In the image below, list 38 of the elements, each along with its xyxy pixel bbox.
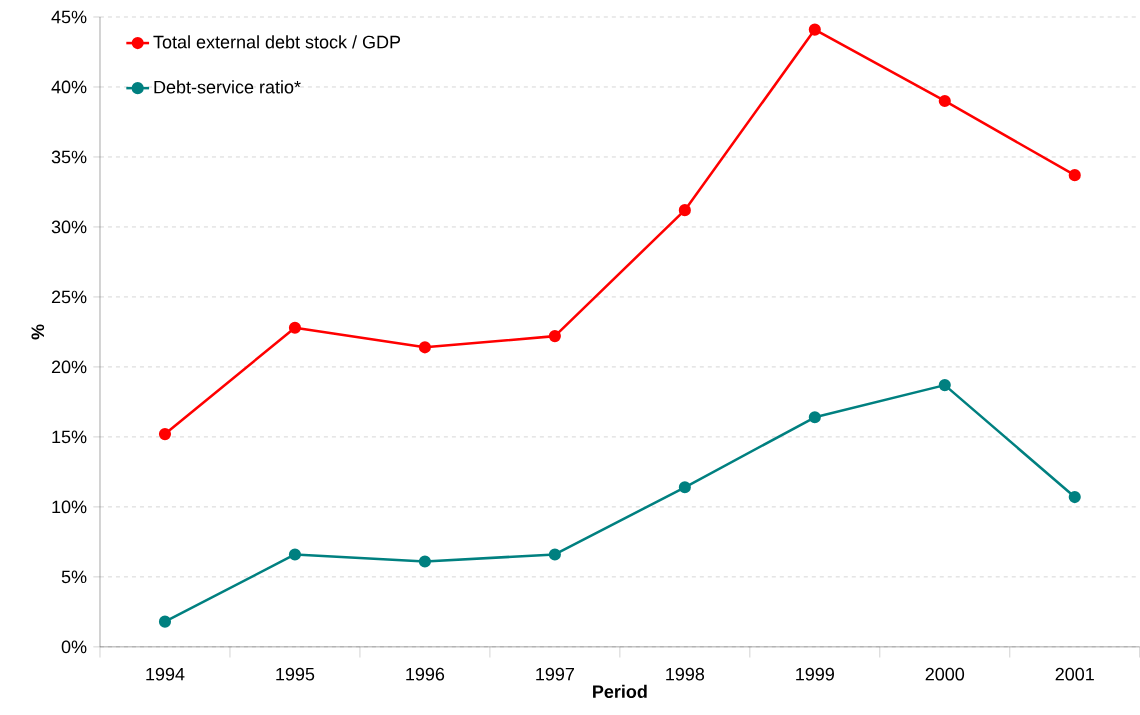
point bbox=[1068, 491, 1081, 504]
y-tick-label: 25% bbox=[51, 290, 87, 304]
x-axis-title: Period bbox=[593, 684, 647, 699]
legend-label: Debt-service ratio* bbox=[154, 80, 301, 94]
point bbox=[418, 341, 431, 354]
y-tick-label: 15% bbox=[52, 430, 87, 444]
y-tick-label: 40% bbox=[51, 80, 87, 94]
point bbox=[288, 548, 302, 561]
point bbox=[808, 23, 821, 36]
point bbox=[938, 379, 951, 392]
point bbox=[548, 548, 561, 561]
y-tick-label: 20% bbox=[51, 360, 87, 374]
point bbox=[288, 321, 302, 334]
x-tick-label: 1999 bbox=[796, 667, 834, 681]
point bbox=[808, 411, 821, 424]
y-tick-label: 0% bbox=[61, 640, 87, 654]
point bbox=[678, 481, 691, 494]
point bbox=[938, 94, 951, 108]
x-tick-label: 2001 bbox=[1055, 667, 1094, 681]
y-tick-label: 45% bbox=[51, 10, 87, 24]
x-tick-label: 1996 bbox=[406, 667, 445, 681]
legend-label: Total external debt stock / GDP bbox=[153, 35, 401, 49]
point bbox=[548, 330, 561, 343]
x-tick-label: 2000 bbox=[925, 667, 965, 681]
y-axis-title: % bbox=[31, 324, 45, 340]
point bbox=[678, 204, 691, 217]
point bbox=[158, 615, 172, 628]
point bbox=[158, 428, 172, 441]
y-tick-label: 30% bbox=[51, 220, 87, 234]
x-tick-label: 1995 bbox=[276, 667, 315, 681]
x-tick-label: 1997 bbox=[536, 667, 574, 681]
x-tick-label: 1994 bbox=[146, 667, 185, 681]
y-tick-label: 5% bbox=[61, 570, 87, 584]
point bbox=[418, 555, 431, 568]
y-tick-label: 35% bbox=[51, 150, 87, 164]
y-tick-label: 10% bbox=[52, 500, 87, 514]
point bbox=[1068, 169, 1081, 182]
x-tick-label: 1998 bbox=[666, 667, 705, 681]
